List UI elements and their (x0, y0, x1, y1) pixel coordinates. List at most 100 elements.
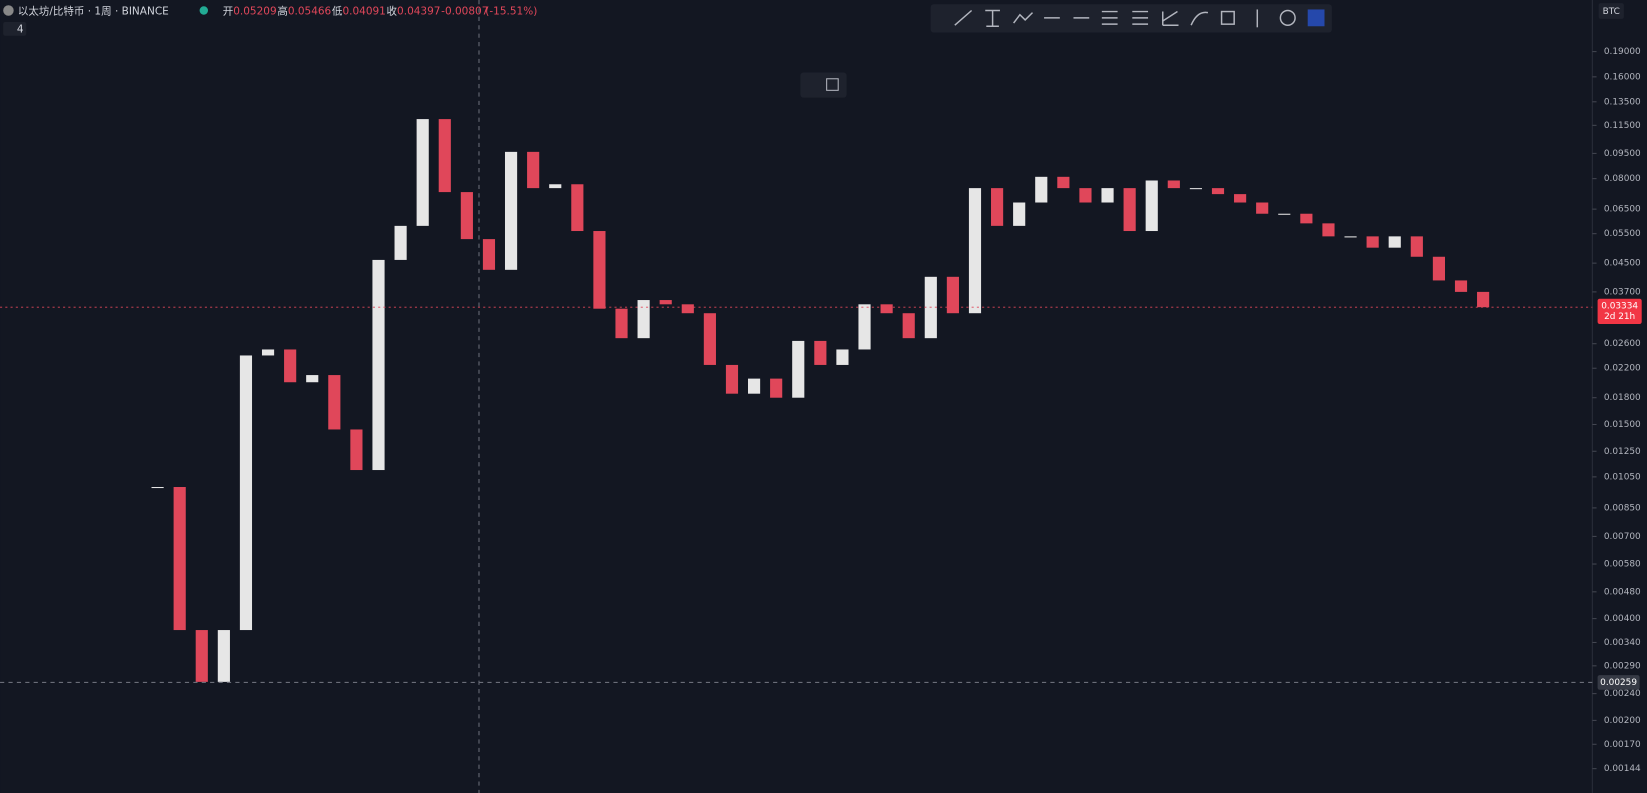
candle-body (703, 313, 716, 365)
candle-body (416, 119, 429, 226)
candle-body (946, 276, 959, 314)
fib-tool[interactable] (1162, 10, 1179, 26)
floating-widget[interactable] (800, 72, 847, 98)
ray-tool[interactable] (985, 9, 1000, 27)
y-tick-label: 0.03700 (1604, 287, 1641, 297)
candle-body (1388, 236, 1401, 248)
candle-body (1167, 180, 1180, 189)
candle-body (504, 151, 518, 270)
candle-body (858, 304, 871, 350)
y-tick-label: 0.01800 (1604, 393, 1641, 403)
y-tick-label: 0.04500 (1604, 259, 1641, 269)
candle-body (239, 355, 253, 631)
candle-body (1344, 236, 1357, 238)
candle-body (1256, 202, 1269, 214)
y-tick-label: 0.02600 (1604, 339, 1641, 349)
y-tick-label: 0.05500 (1604, 229, 1641, 239)
parallel-channel-tool[interactable] (1101, 10, 1118, 25)
y-tick-label: 0.01500 (1604, 420, 1641, 430)
interval-count[interactable]: 4 (17, 23, 24, 35)
candle-body (195, 630, 208, 682)
symbol-title: 以太坊/比特币 · 1周 · BINANCE (18, 5, 169, 18)
last-price-label: 0.03334 (1601, 302, 1638, 312)
candle-body (549, 184, 562, 189)
candle-body (284, 349, 297, 383)
candle-body (1057, 176, 1070, 189)
plot-area: 0.19000 0.16000 0.13500 0.11500 0.09500 0.080… (0, 47, 1642, 774)
ohlc-value: 0.05209 (233, 6, 276, 18)
ohlc-label: 高 (277, 5, 288, 18)
candle-body (1013, 202, 1026, 226)
candle-body (1189, 188, 1202, 190)
candle-body (1366, 236, 1379, 248)
circle-tool[interactable] (1279, 9, 1296, 26)
candle-body (880, 304, 893, 314)
candle-body (527, 151, 540, 189)
candle-body (637, 300, 650, 339)
ohlc-legend: 开 0.05209 高 0.05466 低 0.04091 收 0.04397 -0.00807… (223, 5, 538, 18)
rectangle-tool[interactable] (1220, 10, 1235, 25)
y-tick-label: 0.00700 (1604, 532, 1641, 542)
candle-body (460, 192, 473, 240)
candle-body (372, 259, 385, 471)
candle-body (770, 378, 783, 398)
candle-body (1079, 188, 1092, 203)
candle-body (1322, 223, 1335, 237)
candle-body (968, 188, 982, 314)
y-tick-label: 0.00240 (1604, 689, 1641, 699)
candle-body (1123, 188, 1136, 232)
candle-body (1035, 176, 1048, 203)
candle-body (438, 119, 451, 193)
candle-body (991, 188, 1004, 226)
y-tick-label: 0.00290 (1604, 661, 1641, 671)
ohlc-label: 开 (223, 6, 233, 18)
ohlc-label: 低 (332, 5, 343, 18)
candle-body (615, 308, 628, 339)
drawing-toolbar (930, 4, 1332, 33)
layout-tool[interactable] (1307, 9, 1325, 27)
candle-body (1477, 291, 1490, 308)
ohlc-label: 收 (387, 5, 398, 18)
widget-icon (826, 78, 839, 91)
change-percent: (-15.51%) (485, 6, 537, 18)
last-price-box (1597, 298, 1642, 324)
y-tick-label: 0.00480 (1604, 587, 1641, 597)
currency-button[interactable] (1598, 3, 1624, 19)
trend-line-tool[interactable] (954, 9, 973, 26)
y-tick-label: 0.09500 (1604, 149, 1641, 159)
y-tick-label: 0.00340 (1604, 638, 1641, 648)
candle-body (151, 487, 164, 489)
candle-body (571, 184, 584, 232)
y-tick-label: 0.06500 (1604, 205, 1641, 215)
candle-body (902, 313, 915, 339)
candle-body (482, 239, 496, 270)
path-tool[interactable] (1013, 12, 1034, 24)
market-status (199, 6, 209, 15)
brush-tool[interactable] (1190, 11, 1209, 26)
candle-body (1145, 180, 1158, 232)
symbol-icon (3, 5, 14, 16)
candle-body (725, 364, 739, 394)
currency-label[interactable]: BTC (1603, 7, 1620, 17)
toolbar-icons (954, 9, 1296, 28)
y-tick-label: 0.01250 (1604, 447, 1641, 457)
candle-body (173, 487, 186, 631)
crosshair-box (1597, 675, 1640, 690)
y-tick-label: 0.11500 (1604, 121, 1641, 131)
y-tick-label: 0.00144 (1604, 764, 1641, 774)
candle-body (1300, 213, 1313, 224)
candle-body (217, 630, 230, 682)
candle-body (792, 340, 805, 398)
candle-body (659, 300, 672, 305)
candle-body (1432, 256, 1445, 281)
interval-button[interactable] (3, 22, 27, 36)
pitchfork-tool[interactable] (1132, 10, 1149, 25)
y-tick-label: 0.01050 (1604, 472, 1641, 482)
candle-body (350, 429, 363, 471)
candle-body (394, 225, 407, 260)
ohlc-value: 0.04397 (397, 6, 440, 18)
crosshair-label: 0.00259 (1600, 678, 1637, 688)
